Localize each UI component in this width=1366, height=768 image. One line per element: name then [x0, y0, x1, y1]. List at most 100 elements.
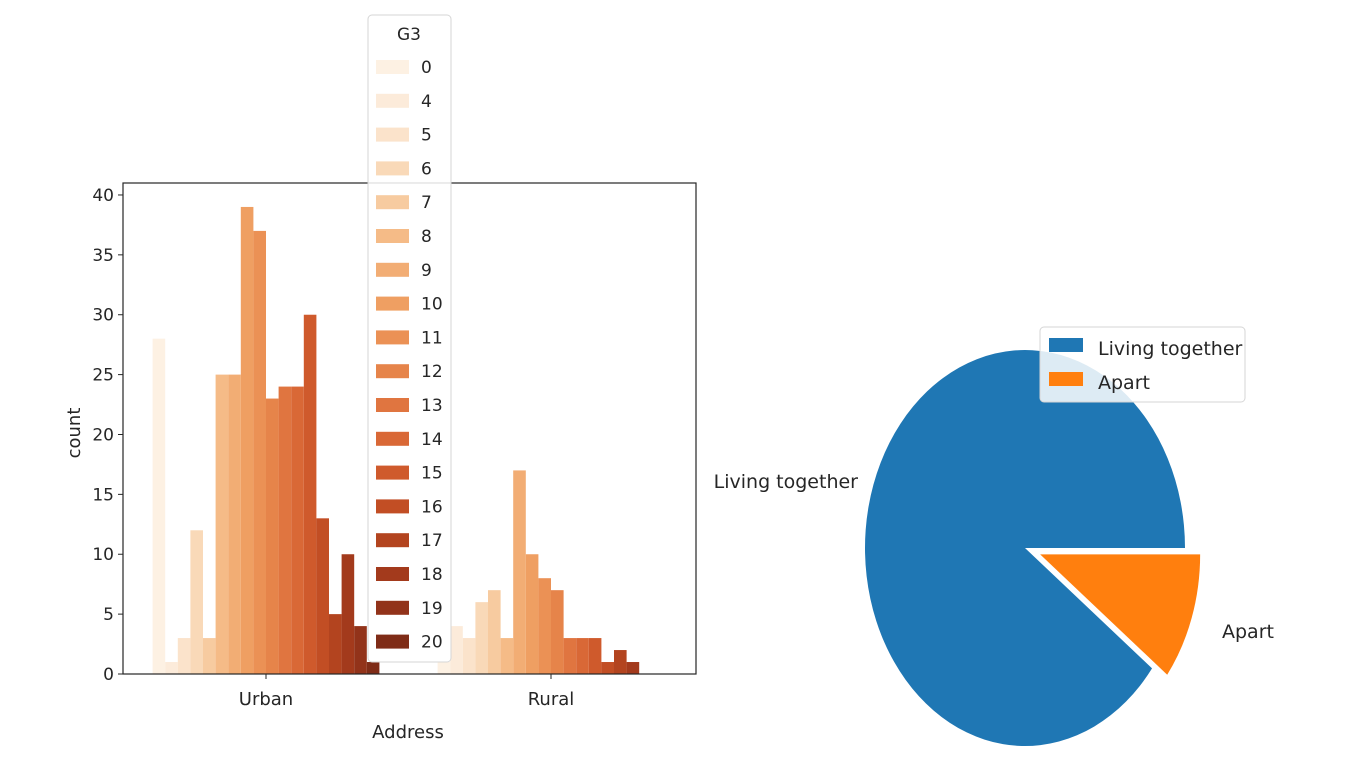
bar-g3-14-rural	[576, 638, 589, 674]
g3-legend-label: 5	[421, 126, 432, 146]
y-tick-label: 25	[92, 366, 114, 386]
g3-legend-swatch	[376, 330, 409, 345]
g3-legend-label: 14	[421, 430, 443, 450]
pie-chart: Living together Apart Living together Ap…	[714, 326, 1274, 747]
bar-g3-6-rural	[475, 602, 488, 674]
g3-legend-label: 9	[421, 261, 432, 281]
g3-legend-swatch	[376, 60, 409, 74]
pie-legend-swatch-living-together	[1049, 338, 1083, 352]
g3-legend-items: 0 4 5 6 7 8 9 10 11 12 13 14 15 16 17 18 19 20	[376, 58, 443, 653]
bar-g3-15-urban	[303, 314, 317, 674]
bar-group	[152, 206, 640, 674]
pie-slice-living-together	[865, 350, 1185, 747]
g3-legend-label: 4	[421, 92, 432, 112]
bar-g3-10-rural	[525, 554, 539, 674]
bar-g3-12-urban	[266, 398, 279, 674]
bar-g3-11-rural	[538, 578, 551, 674]
x-tick-label: Rural	[528, 689, 575, 710]
g3-legend-swatch	[376, 465, 409, 480]
bar-g3-8-urban	[215, 374, 229, 674]
g3-legend-label: 11	[421, 328, 443, 348]
bar-g3-19-urban	[354, 626, 367, 674]
y-tick-label: 0	[103, 665, 114, 685]
g3-legend-label: 15	[421, 464, 443, 484]
pie-legend-label-apart: Apart	[1098, 372, 1150, 394]
g3-legend-label: 6	[421, 159, 432, 179]
bar-g3-13-rural	[563, 638, 577, 674]
bar-g3-0-rural	[437, 662, 451, 674]
g3-legend-label: 19	[421, 599, 443, 619]
g3-legend-swatch	[376, 499, 409, 514]
y-tick-label: 40	[92, 186, 114, 206]
bar-g3-11-urban	[253, 230, 266, 674]
y-tick-label: 5	[103, 605, 114, 625]
pie-label-apart: Apart	[1222, 621, 1274, 643]
bar-g3-5-urban	[177, 638, 191, 674]
pie-legend-box	[1039, 326, 1246, 403]
pie-slice-apart	[1040, 554, 1201, 675]
g3-legend-label: 20	[421, 633, 443, 653]
bar-g3-9-rural	[513, 470, 526, 674]
y-axis-label: count	[64, 408, 85, 459]
g3-legend-swatch	[376, 296, 409, 311]
x-tick-label: Urban	[239, 689, 293, 710]
g3-legend-swatch	[376, 93, 409, 108]
bar-g3-15-rural	[588, 638, 602, 674]
y-tick-label: 30	[92, 306, 114, 326]
pie-legend: Living together Apart	[1039, 326, 1246, 403]
bar-g3-17-rural	[614, 650, 627, 674]
y-axis-ticks: 0 5 10 15 20 25 30 35 40	[92, 186, 123, 685]
pie-label-living-together: Living together	[714, 471, 859, 493]
bar-g3-6-urban	[190, 530, 203, 674]
bar-g3-9-urban	[228, 374, 241, 674]
bar-g3-18-urban	[341, 554, 355, 674]
g3-legend-title: G3	[397, 25, 421, 45]
g3-legend-swatch	[376, 567, 409, 581]
g3-legend-label: 17	[421, 531, 443, 551]
g3-legend-label: 16	[421, 497, 443, 517]
bar-g3-13-urban	[278, 386, 292, 674]
bar-g3-14-urban	[291, 386, 304, 674]
g3-legend-swatch	[376, 161, 409, 176]
y-tick-label: 10	[92, 545, 114, 565]
bar-g3-16-rural	[601, 662, 614, 674]
bar-g3-12-rural	[551, 590, 564, 674]
bar-g3-0-urban	[152, 338, 166, 674]
g3-legend-label: 10	[421, 295, 443, 315]
bar-g3-10-urban	[240, 206, 254, 674]
g3-legend-swatch	[376, 634, 409, 649]
bar-g3-7-rural	[488, 590, 501, 674]
y-tick-label: 20	[92, 425, 114, 445]
bar-g3-16-urban	[316, 518, 329, 674]
g3-legend: G3 0 4 5 6 7 8 9 10 11 12 13 14 15 16 17 18 19 20	[367, 14, 452, 663]
bar-g3-4-rural	[450, 626, 463, 674]
g3-legend-swatch	[376, 229, 409, 243]
y-tick-label: 15	[92, 485, 114, 505]
g3-legend-swatch	[376, 195, 409, 210]
g3-legend-swatch	[376, 364, 409, 379]
g3-legend-label: 7	[421, 193, 432, 213]
g3-legend-label: 0	[421, 58, 432, 78]
x-axis-ticks: Urban Rural	[239, 674, 575, 710]
g3-legend-swatch	[376, 127, 409, 142]
x-axis-label: Address	[372, 722, 444, 743]
g3-legend-swatch	[376, 262, 409, 277]
bar-g3-8-rural	[500, 638, 514, 674]
g3-legend-label: 12	[421, 362, 443, 382]
g3-legend-swatch	[376, 600, 409, 615]
g3-legend-label: 13	[421, 396, 443, 416]
bar-g3-20-urban	[366, 662, 380, 674]
pie-legend-swatch-apart	[1049, 372, 1083, 386]
pie-legend-label-living-together: Living together	[1098, 338, 1243, 360]
y-tick-label: 35	[92, 246, 114, 266]
bar-g3-7-urban	[203, 638, 216, 674]
g3-legend-swatch	[376, 398, 409, 412]
bar-g3-17-urban	[329, 614, 342, 674]
g3-legend-label: 18	[421, 565, 443, 585]
g3-legend-swatch	[376, 431, 409, 446]
g3-legend-label: 8	[421, 227, 432, 247]
bar-g3-5-rural	[462, 638, 476, 674]
bar-g3-4-urban	[165, 662, 178, 674]
